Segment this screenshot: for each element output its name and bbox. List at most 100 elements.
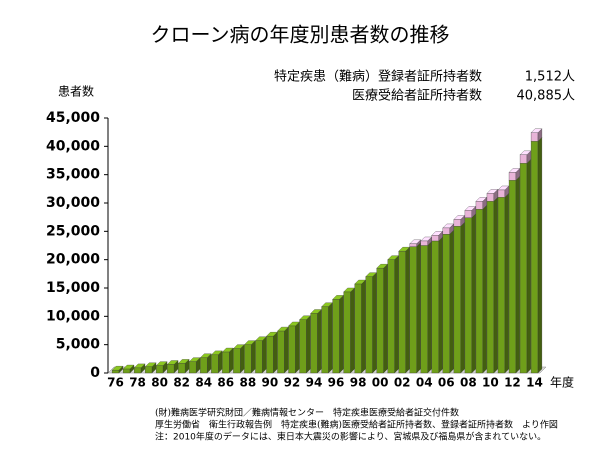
- y-tick-label: 0: [90, 365, 100, 381]
- x-tick-label: 92: [284, 376, 301, 390]
- bar-side: [504, 192, 509, 374]
- x-tick-label: 98: [350, 376, 367, 390]
- bar: [453, 219, 461, 227]
- x-tick-label: 08: [460, 376, 477, 390]
- y-tick-label: 20,000: [46, 252, 100, 268]
- bar: [266, 336, 274, 374]
- bar-side: [405, 246, 410, 374]
- bar: [453, 226, 461, 374]
- bar: [167, 364, 175, 374]
- bar-side: [427, 241, 432, 374]
- bar: [497, 197, 505, 374]
- bar: [475, 209, 483, 374]
- bar: [530, 141, 539, 374]
- bar: [365, 276, 373, 374]
- bar-side: [383, 263, 388, 374]
- bar-side: [328, 302, 333, 374]
- bar-side: [460, 221, 465, 374]
- bar-side: [295, 321, 300, 374]
- bar: [156, 365, 164, 374]
- y-tick-label: 25,000: [46, 223, 100, 239]
- bar-side: [262, 336, 267, 374]
- x-tick-label: 96: [328, 376, 345, 390]
- bar: [277, 330, 285, 374]
- legend-label: 特定疾患（難病）登録者証所持者数: [274, 70, 482, 85]
- bar: [189, 361, 197, 374]
- bar-side: [537, 136, 543, 374]
- bar: [244, 344, 252, 374]
- bar: [497, 189, 505, 198]
- x-tick-label: 14: [526, 376, 543, 390]
- bar: [519, 154, 528, 164]
- bar: [111, 370, 120, 374]
- bar: [332, 299, 340, 374]
- bar-side: [339, 294, 344, 374]
- x-tick-label: 86: [217, 376, 234, 390]
- bar: [431, 240, 439, 374]
- bar: [409, 243, 417, 247]
- bar: [222, 351, 230, 374]
- bar: [398, 251, 406, 374]
- bar: [420, 240, 428, 246]
- bar: [288, 325, 296, 374]
- bar-side: [317, 309, 322, 374]
- y-tick-label: 40,000: [46, 138, 100, 154]
- legend-value: 40,885人: [517, 89, 576, 104]
- bar: [200, 357, 208, 374]
- bar: [508, 180, 517, 374]
- bar-side: [372, 272, 377, 374]
- bar-side: [361, 279, 366, 374]
- x-tick-label: 94: [306, 376, 323, 390]
- x-tick-label: 04: [416, 376, 433, 390]
- bar: [519, 163, 528, 374]
- chart-title: クローン病の年度別患者数の推移: [151, 23, 450, 47]
- bar-side: [438, 236, 443, 374]
- x-tick-label: 12: [504, 376, 521, 390]
- bar: [486, 193, 494, 202]
- y-axis-title: 患者数: [58, 84, 94, 99]
- x-tick-label: 76: [107, 376, 124, 390]
- y-tick-label: 35,000: [46, 167, 100, 183]
- x-tick-label: 90: [262, 376, 279, 390]
- bar: [475, 201, 483, 210]
- bar-side: [416, 242, 421, 374]
- x-tick-label: 88: [239, 376, 256, 390]
- bar-side: [449, 229, 454, 374]
- bar-side: [251, 340, 256, 374]
- bar-side: [394, 255, 399, 374]
- bar: [145, 366, 153, 374]
- bar: [343, 291, 351, 374]
- bar: [310, 313, 318, 374]
- y-tick-label: 15,000: [46, 280, 100, 296]
- x-tick-label: 06: [438, 376, 455, 390]
- bar-side: [526, 158, 532, 374]
- bar: [233, 348, 241, 374]
- bar-side: [482, 204, 487, 374]
- bar: [420, 245, 428, 374]
- y-tick-label: 5,000: [56, 337, 101, 353]
- bar: [122, 368, 131, 374]
- bar: [530, 132, 539, 142]
- bar-side: [493, 196, 498, 374]
- bar-side: [229, 347, 234, 374]
- bar: [354, 283, 362, 374]
- legend-value: 1,512人: [525, 70, 575, 85]
- bar: [464, 210, 472, 218]
- bar: [442, 234, 450, 374]
- bar: [442, 227, 450, 235]
- bar: [464, 217, 472, 374]
- bar: [486, 201, 494, 374]
- bar: [133, 367, 142, 374]
- bar: [255, 340, 263, 374]
- x-tick-label: 80: [151, 376, 168, 390]
- bar: [431, 235, 439, 242]
- bar: [178, 363, 186, 374]
- y-tick-label: 10,000: [46, 308, 100, 324]
- bar: [299, 319, 307, 374]
- legend-label: 医療受給者証所持者数: [352, 89, 482, 104]
- y-tick-label: 30,000: [46, 195, 100, 211]
- bar-side: [273, 331, 278, 374]
- note: (財)難病医学研究財団／難病情報センター 特定疾患医療受給者証交付件数: [155, 407, 459, 419]
- bar: [211, 354, 219, 374]
